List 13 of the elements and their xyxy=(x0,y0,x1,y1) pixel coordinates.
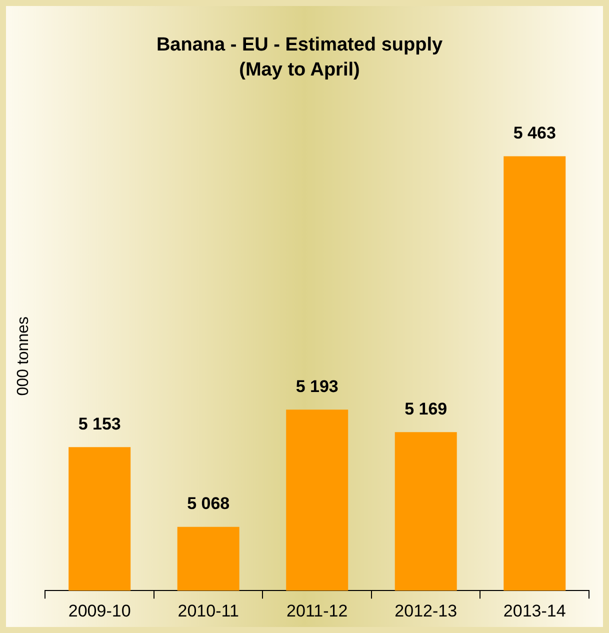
x-tick-label: 2013-14 xyxy=(503,601,566,620)
data-label: 5 463 xyxy=(513,123,556,142)
chart-title: Banana - EU - Estimated supply xyxy=(156,34,443,56)
data-label: 5 068 xyxy=(187,494,230,514)
chart-subtitle: (May to April) xyxy=(239,59,360,80)
y-axis-title: 000 tonnes xyxy=(15,316,32,396)
x-tick-label: 2010-11 xyxy=(178,601,239,620)
x-tick-label: 2009-10 xyxy=(68,601,131,620)
x-tick-label: 2012-13 xyxy=(394,601,458,620)
data-label: 5 169 xyxy=(404,399,448,418)
data-label: 5 153 xyxy=(78,414,121,434)
x-tick-label: 2011-12 xyxy=(286,601,348,620)
data-label: 5 193 xyxy=(296,376,338,396)
